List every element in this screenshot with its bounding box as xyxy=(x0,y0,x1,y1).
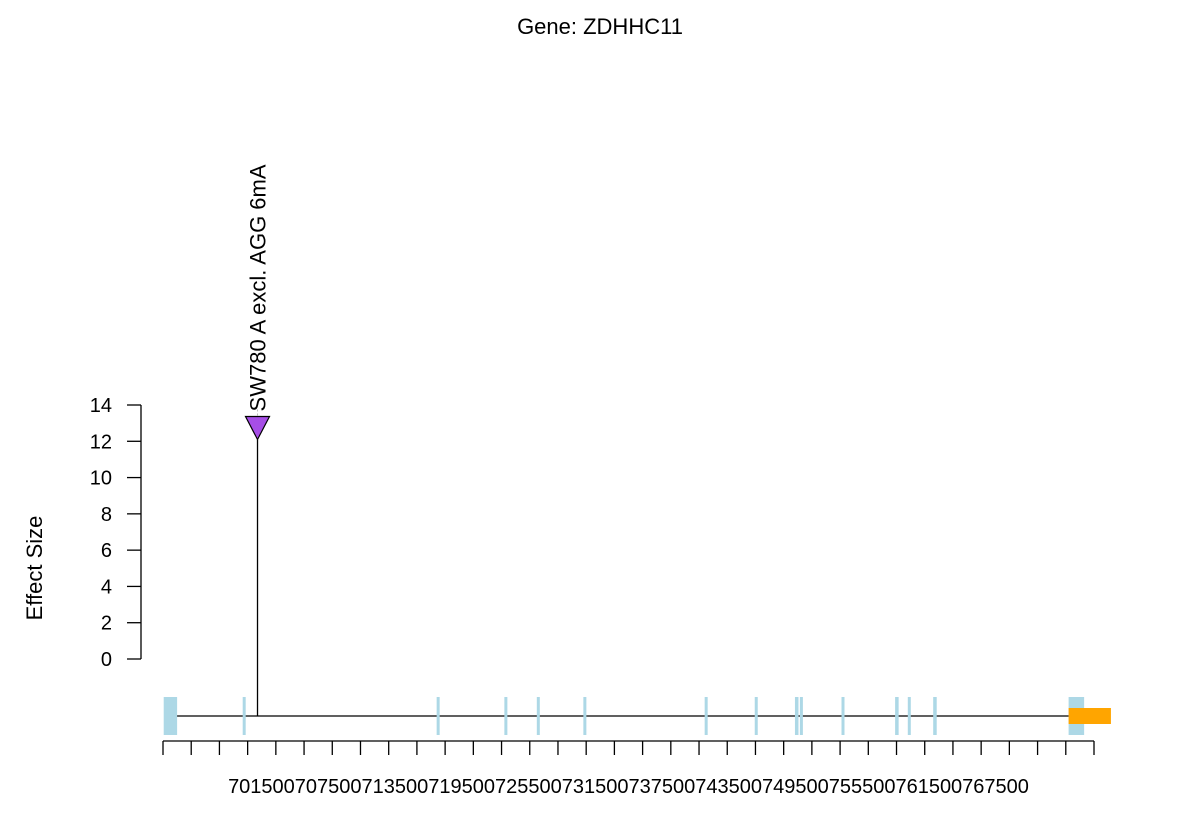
exon xyxy=(754,697,758,735)
exon xyxy=(907,697,911,735)
y-tick-label: 6 xyxy=(101,540,112,562)
exon xyxy=(436,697,440,735)
y-tick-label: 10 xyxy=(90,468,112,490)
methylation-sites: SW780 A excl. AGG 6mA xyxy=(244,164,271,716)
chart-title: Gene: ZDHHC11 xyxy=(517,14,683,39)
exon xyxy=(536,697,540,735)
exon xyxy=(799,697,803,735)
y-tick-label: 4 xyxy=(101,576,112,598)
exon xyxy=(794,697,799,735)
site-label: SW780 A excl. AGG 6mA xyxy=(246,164,271,411)
y-axis-label: Effect Size xyxy=(22,516,47,621)
exon xyxy=(163,697,178,735)
exon xyxy=(504,697,508,735)
y-tick-label: 14 xyxy=(90,395,112,417)
x-axis: 7015007075007135007195007255007315007375… xyxy=(162,740,1095,798)
y-tick-label: 12 xyxy=(90,431,112,453)
exon xyxy=(242,697,246,735)
site-marker xyxy=(244,415,271,441)
x-tick-labels: 7015007075007135007195007255007315007375… xyxy=(228,776,1029,798)
exon xyxy=(933,697,937,735)
utr-block xyxy=(1068,708,1111,724)
exon xyxy=(704,697,708,735)
y-tick-label: 8 xyxy=(101,504,112,526)
exon xyxy=(841,697,845,735)
gene-model xyxy=(163,697,1111,735)
y-axis: 0 2 4 6 8 10 12 14 xyxy=(90,395,142,671)
y-tick-label: 2 xyxy=(101,613,112,635)
exon xyxy=(895,697,899,735)
y-tick-label: 0 xyxy=(101,649,112,671)
exon xyxy=(583,697,587,735)
